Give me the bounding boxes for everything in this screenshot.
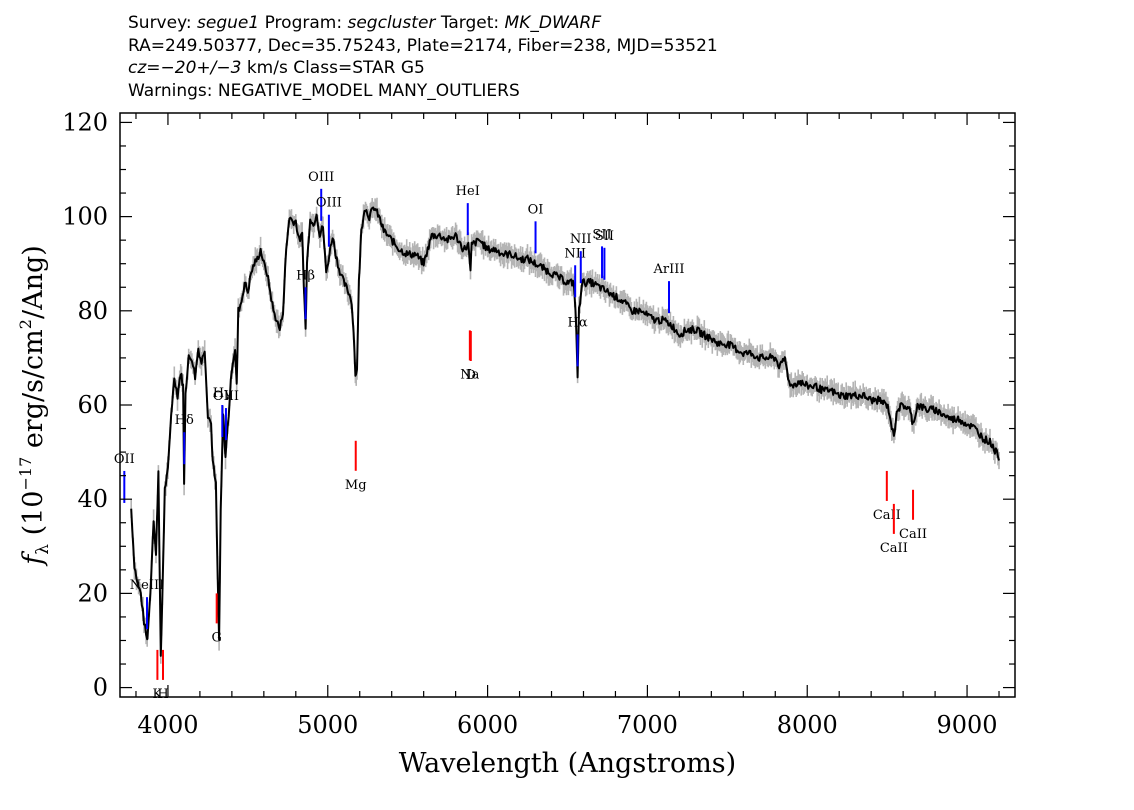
y-label-sub: λ <box>33 544 53 555</box>
absorption-line-label: H <box>157 687 168 702</box>
emission-line-label: NII <box>570 232 592 247</box>
absorption-line-label: G <box>211 630 221 645</box>
emission-line-label: Hβ <box>296 268 315 283</box>
x-tick-label: 7000 <box>617 711 678 739</box>
emission-line-label: NeIII <box>130 578 164 593</box>
y-label-exp1: −17 <box>16 457 35 491</box>
x-tick-label: 4000 <box>137 711 198 739</box>
error-bars <box>130 197 1000 664</box>
survey-value: segue1 <box>197 13 260 33</box>
absorption-line-label: CaII <box>899 527 927 542</box>
y-tick-label: 0 <box>93 674 108 702</box>
emission-line-label: OIII <box>213 389 239 404</box>
program-value: segcluster <box>347 13 436 33</box>
y-tick-label: 20 <box>77 579 108 607</box>
program-label: Program: <box>264 13 343 33</box>
tick-labels: 4000 5000 6000 7000 8000 9000 0 20 40 60 80 100 120 <box>62 108 997 739</box>
emission-line-label: HeI <box>456 184 480 199</box>
absorption-line-label: D <box>466 368 476 383</box>
absorption-line-label: Mg <box>345 478 367 493</box>
emission-line-label: OIII <box>308 170 334 185</box>
class-value: km/s Class=STAR G5 <box>241 58 425 78</box>
target-value: MK_DWARF <box>504 13 602 33</box>
absorption-line-label: Na <box>460 367 479 382</box>
spectrum-series <box>130 206 1000 657</box>
y-axis-label: fλ (10−17 erg/s/cm2/Ang) <box>16 245 53 567</box>
emission-line-label: SII <box>592 227 611 242</box>
y-label-exp2: 2 <box>16 319 35 329</box>
y-tick-label: 80 <box>77 297 108 325</box>
emission-line-label: SII <box>595 229 614 244</box>
x-tick-label: 8000 <box>777 711 838 739</box>
y-tick-label: 120 <box>62 108 108 136</box>
spectrum-line <box>130 206 1000 657</box>
y-label-post: /Ang) <box>18 245 49 319</box>
header-line-coordinates: RA=249.50377, Dec=35.75243, Plate=2174, … <box>128 35 718 56</box>
error-band <box>130 197 1000 664</box>
cz-value: cz=−20+/−3 <box>128 58 242 78</box>
spectrum-header: Survey: segue1 Program: segcluster Targe… <box>128 12 718 102</box>
target-label: Target: <box>440 13 500 33</box>
x-tick-label: 9000 <box>937 711 998 739</box>
y-label-pre: (10 <box>18 491 49 544</box>
header-line-warnings: Warnings: NEGATIVE_MODEL MANY_OUTLIERS <box>128 80 520 101</box>
emission-line-label: Hγ <box>213 386 232 401</box>
y-tick-label: 100 <box>62 203 108 231</box>
axis-ticks <box>120 113 1015 697</box>
header-line-redshift: cz=−20+/−3 km/s Class=STAR G5 <box>128 57 718 80</box>
emission-line-label: OII <box>114 452 135 467</box>
header-line-survey: Survey: segue1 Program: segcluster Targe… <box>128 12 718 35</box>
emission-line-label: Hα <box>568 315 588 330</box>
x-tick-label: 6000 <box>457 711 518 739</box>
emission-line-label: NII <box>564 246 586 261</box>
x-axis-label: Wavelength (Angstroms) <box>399 748 736 779</box>
absorption-line-label: K <box>153 687 163 702</box>
survey-label: Survey: <box>128 13 192 33</box>
emission-line-label: OI <box>528 202 544 217</box>
emission-line-label: Hδ <box>175 413 194 428</box>
y-label-mid: erg/s/cm <box>18 329 49 457</box>
emission-line-label: OIII <box>316 196 342 211</box>
y-tick-label: 40 <box>77 485 108 513</box>
x-tick-label: 5000 <box>297 711 358 739</box>
emission-line-label: ArIII <box>652 262 684 277</box>
y-tick-label: 60 <box>77 391 108 419</box>
absorption-line-label: CaII <box>880 541 908 556</box>
absorption-line-label: CaII <box>873 508 901 523</box>
